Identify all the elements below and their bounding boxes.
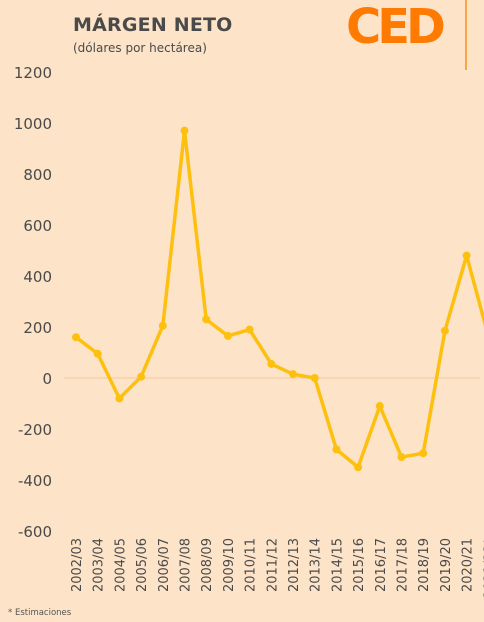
data-point xyxy=(267,359,276,368)
x-tick-label: 2013/14 xyxy=(309,538,324,592)
y-tick-label: 400 xyxy=(23,268,52,286)
x-tick-label: 2002/03 xyxy=(70,538,85,592)
x-tick-label: 2010/11 xyxy=(244,538,259,592)
x-tick-label: 2007/08 xyxy=(179,538,194,592)
x-tick-label: 2015/16 xyxy=(352,538,367,592)
x-tick-label: 2019/20 xyxy=(439,538,454,592)
x-tick-label: 2003/04 xyxy=(92,538,107,592)
y-tick-label: 600 xyxy=(23,217,52,235)
x-tick-label: 2005/06 xyxy=(135,538,150,592)
y-tick-label: 1200 xyxy=(14,64,52,82)
x-tick-label: 2011/12 xyxy=(265,538,280,592)
data-point xyxy=(202,315,211,324)
data-point xyxy=(375,402,384,411)
x-tick-label: 2018/19 xyxy=(417,538,432,592)
data-point xyxy=(115,394,124,403)
x-tick-label: 2020/21 xyxy=(461,538,476,592)
data-point xyxy=(245,325,254,334)
data-point xyxy=(158,321,167,330)
y-axis: 1200 1000 800 600 400 200 0 -200 -400 -600 xyxy=(14,64,52,541)
y-tick-label: 1000 xyxy=(14,115,52,133)
x-tick-label: 2016/17 xyxy=(374,538,389,592)
x-tick-label: 2021/22* xyxy=(482,538,484,599)
data-point xyxy=(440,326,449,335)
x-tick-label: 2009/10 xyxy=(222,538,237,592)
logo-text: CED xyxy=(346,0,446,55)
y-tick-label: 0 xyxy=(42,370,52,388)
chart-title: MÁRGEN NETO xyxy=(73,14,233,36)
ced-logo: CED xyxy=(346,3,446,51)
data-point xyxy=(72,333,80,342)
data-point xyxy=(354,463,363,472)
data-point xyxy=(397,453,406,462)
y-tick-label: -200 xyxy=(18,421,52,439)
data-point xyxy=(332,445,341,454)
x-tick-label: 2014/15 xyxy=(330,538,345,592)
y-tick-label: -400 xyxy=(18,472,52,490)
x-tick-label: 2006/07 xyxy=(157,538,172,592)
data-point xyxy=(180,126,189,135)
data-points xyxy=(72,126,471,472)
x-tick-label: 2004/05 xyxy=(113,538,128,592)
y-tick-label: -600 xyxy=(18,523,52,541)
footnote: * Estimaciones xyxy=(8,608,72,618)
chart-subtitle: (dólares por hectárea) xyxy=(73,41,207,55)
data-point xyxy=(462,251,471,260)
y-tick-label: 800 xyxy=(23,166,52,184)
y-tick-label: 200 xyxy=(23,319,52,337)
x-axis: 2002/03 2003/04 2004/05 2005/06 2006/07 2007/… xyxy=(70,538,484,599)
brand-divider xyxy=(465,0,467,70)
data-point xyxy=(137,372,146,381)
data-point xyxy=(289,370,297,379)
data-point xyxy=(223,331,232,340)
data-point xyxy=(310,374,319,382)
x-tick-label: 2012/13 xyxy=(287,538,302,592)
series-line xyxy=(74,128,484,469)
data-point xyxy=(93,349,102,358)
x-tick-label: 2017/18 xyxy=(396,538,411,592)
data-point xyxy=(419,449,428,458)
x-tick-label: 2008/09 xyxy=(200,538,215,592)
